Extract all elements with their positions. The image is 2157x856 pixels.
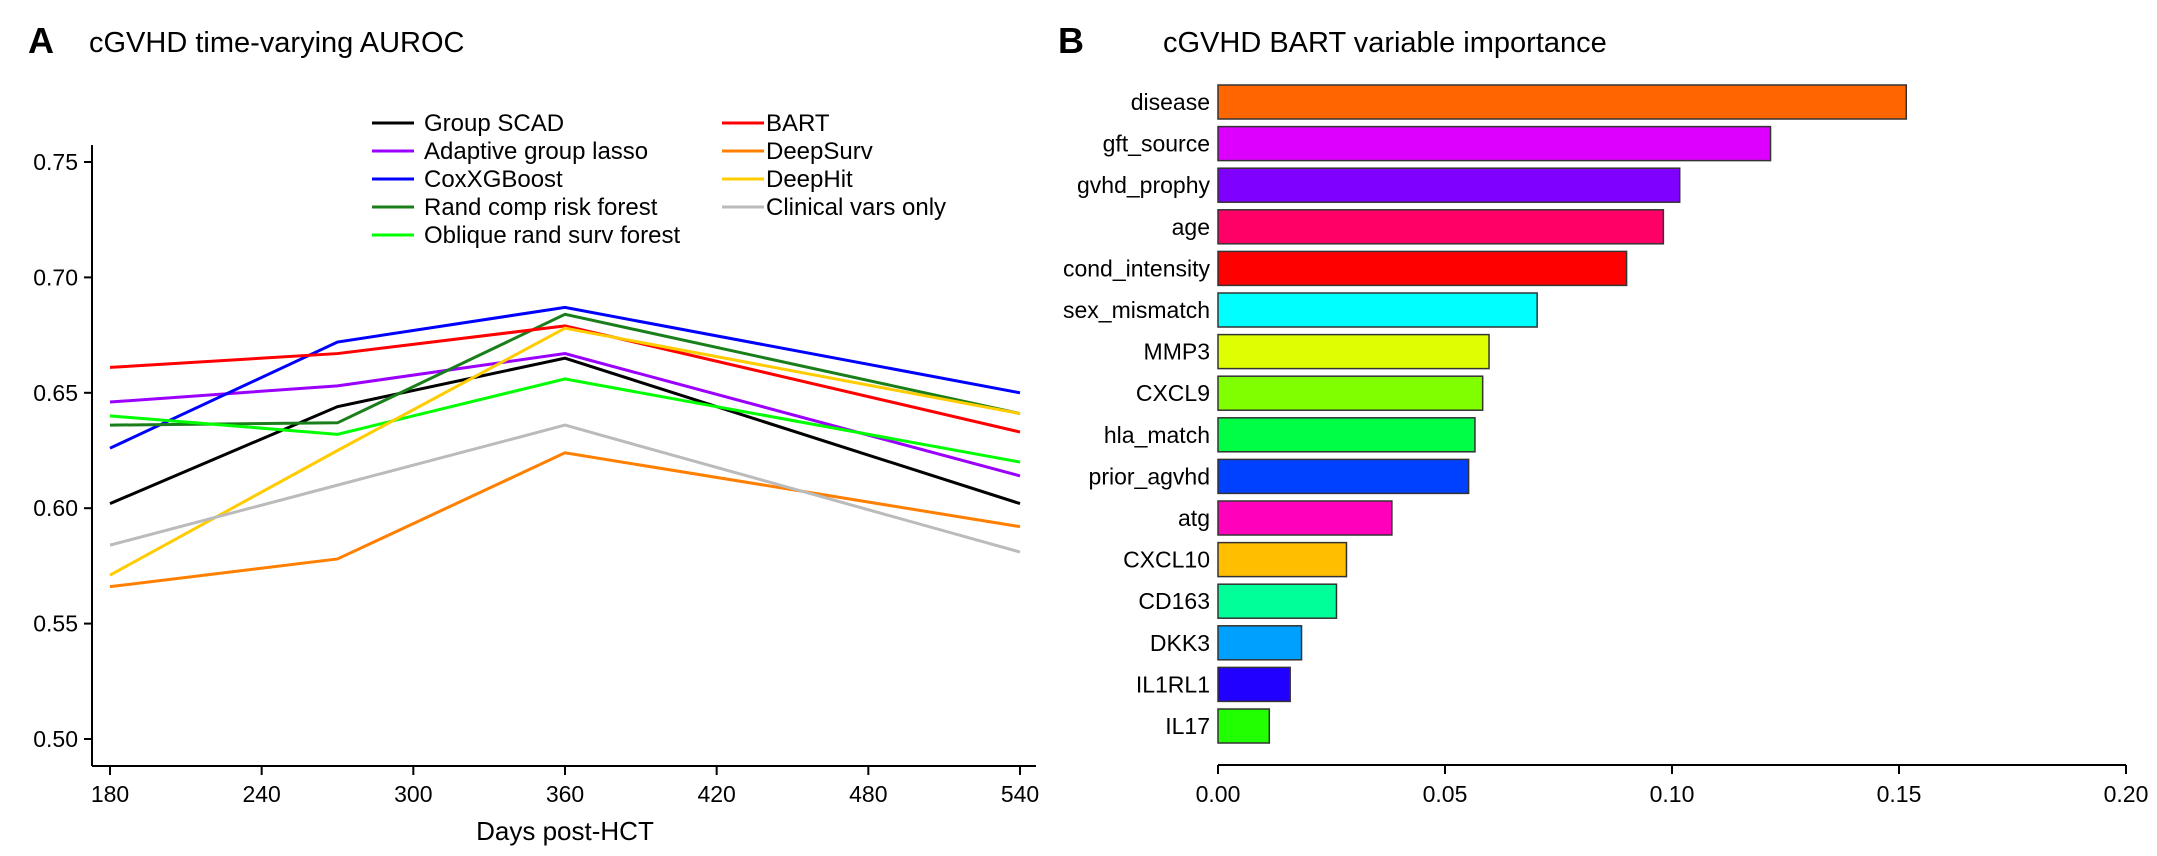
category-label: CXCL9	[1136, 380, 1210, 406]
y-tick-label: 0.75	[33, 149, 78, 175]
series-line	[109, 352, 1021, 478]
series-line	[109, 326, 1021, 577]
bar	[1217, 625, 1303, 661]
bar	[1217, 458, 1470, 495]
category-label: atg	[1178, 505, 1210, 531]
bar	[1217, 583, 1338, 619]
category-label: prior_agvhd	[1089, 463, 1210, 489]
x-tick-label: 180	[91, 781, 129, 807]
series-line	[109, 324, 1021, 434]
y-tick-label: 0.70	[33, 264, 78, 290]
panel-b-title: cGVHD BART variable importance	[1163, 27, 1607, 59]
line-chart: 0.50 0.55 0.60 0.65 0.70 0.75 180 240 300 360 420 4…	[33, 110, 1039, 807]
bar	[1217, 708, 1271, 744]
bar	[1217, 167, 1681, 203]
bar	[1217, 333, 1490, 370]
panel-a-xlabel: Days post-HCT	[476, 816, 654, 846]
series-line	[109, 423, 1021, 554]
category-label: IL17	[1165, 713, 1210, 739]
legend-label: Oblique rand surv forest	[424, 222, 680, 249]
x-tick-label: 0.00	[1196, 781, 1241, 807]
x-tick-label: 480	[849, 781, 887, 807]
category-label: gvhd_prophy	[1077, 172, 1210, 198]
category-label: CXCL10	[1123, 547, 1210, 573]
category-label: hla_match	[1104, 422, 1210, 448]
x-tick-label: 0.10	[1650, 781, 1695, 807]
series-line	[109, 312, 1021, 427]
series-line	[109, 305, 1021, 450]
legend-label: BART	[766, 110, 830, 137]
bar	[1217, 209, 1665, 245]
panel-b-letter: B	[1058, 20, 1084, 61]
category-label: CD163	[1138, 588, 1210, 614]
x-tick-label: 0.20	[2104, 781, 2149, 807]
category-label: disease	[1131, 89, 1210, 115]
bar	[1217, 417, 1476, 453]
category-label: IL1RL1	[1136, 671, 1210, 697]
bar	[1217, 541, 1348, 578]
y-tick-label: 0.50	[33, 726, 78, 752]
category-label: age	[1172, 214, 1210, 240]
x-tick-label: 0.15	[1877, 781, 1922, 807]
bar	[1217, 500, 1393, 536]
legend-label: DeepHit	[766, 166, 853, 193]
x-tick-label: 240	[242, 781, 280, 807]
series-line	[109, 356, 1021, 506]
category-label: cond_intensity	[1063, 255, 1211, 281]
panel-a-title: cGVHD time-varying AUROC	[89, 27, 464, 59]
x-tick-label: 300	[394, 781, 432, 807]
y-tick-label: 0.65	[33, 380, 78, 406]
bar	[1217, 250, 1628, 287]
legend-label: Adaptive group lasso	[424, 138, 648, 165]
bar	[1217, 666, 1291, 703]
category-label: DKK3	[1150, 630, 1210, 656]
panel-a-letter: A	[28, 20, 54, 61]
x-tick-label: 0.05	[1423, 781, 1468, 807]
bar	[1217, 84, 1908, 120]
y-tick-label: 0.55	[33, 611, 78, 637]
legend-label: Rand comp risk forest	[424, 194, 658, 221]
bar	[1217, 125, 1772, 162]
y-tick-label: 0.60	[33, 495, 78, 521]
series-line	[109, 377, 1021, 464]
legend-label: DeepSurv	[766, 138, 873, 165]
category-label: gft_source	[1103, 131, 1210, 157]
bar	[1217, 375, 1484, 411]
bar	[1217, 292, 1538, 328]
legend-label: Group SCAD	[424, 110, 564, 137]
series-line	[109, 451, 1021, 589]
category-label: MMP3	[1144, 339, 1210, 365]
legend-label: Clinical vars only	[766, 194, 946, 221]
x-tick-label: 540	[1001, 781, 1039, 807]
legend-label: CoxXGBoost	[424, 166, 563, 193]
x-tick-label: 360	[546, 781, 584, 807]
category-label: sex_mismatch	[1063, 297, 1210, 323]
x-tick-label: 420	[697, 781, 735, 807]
